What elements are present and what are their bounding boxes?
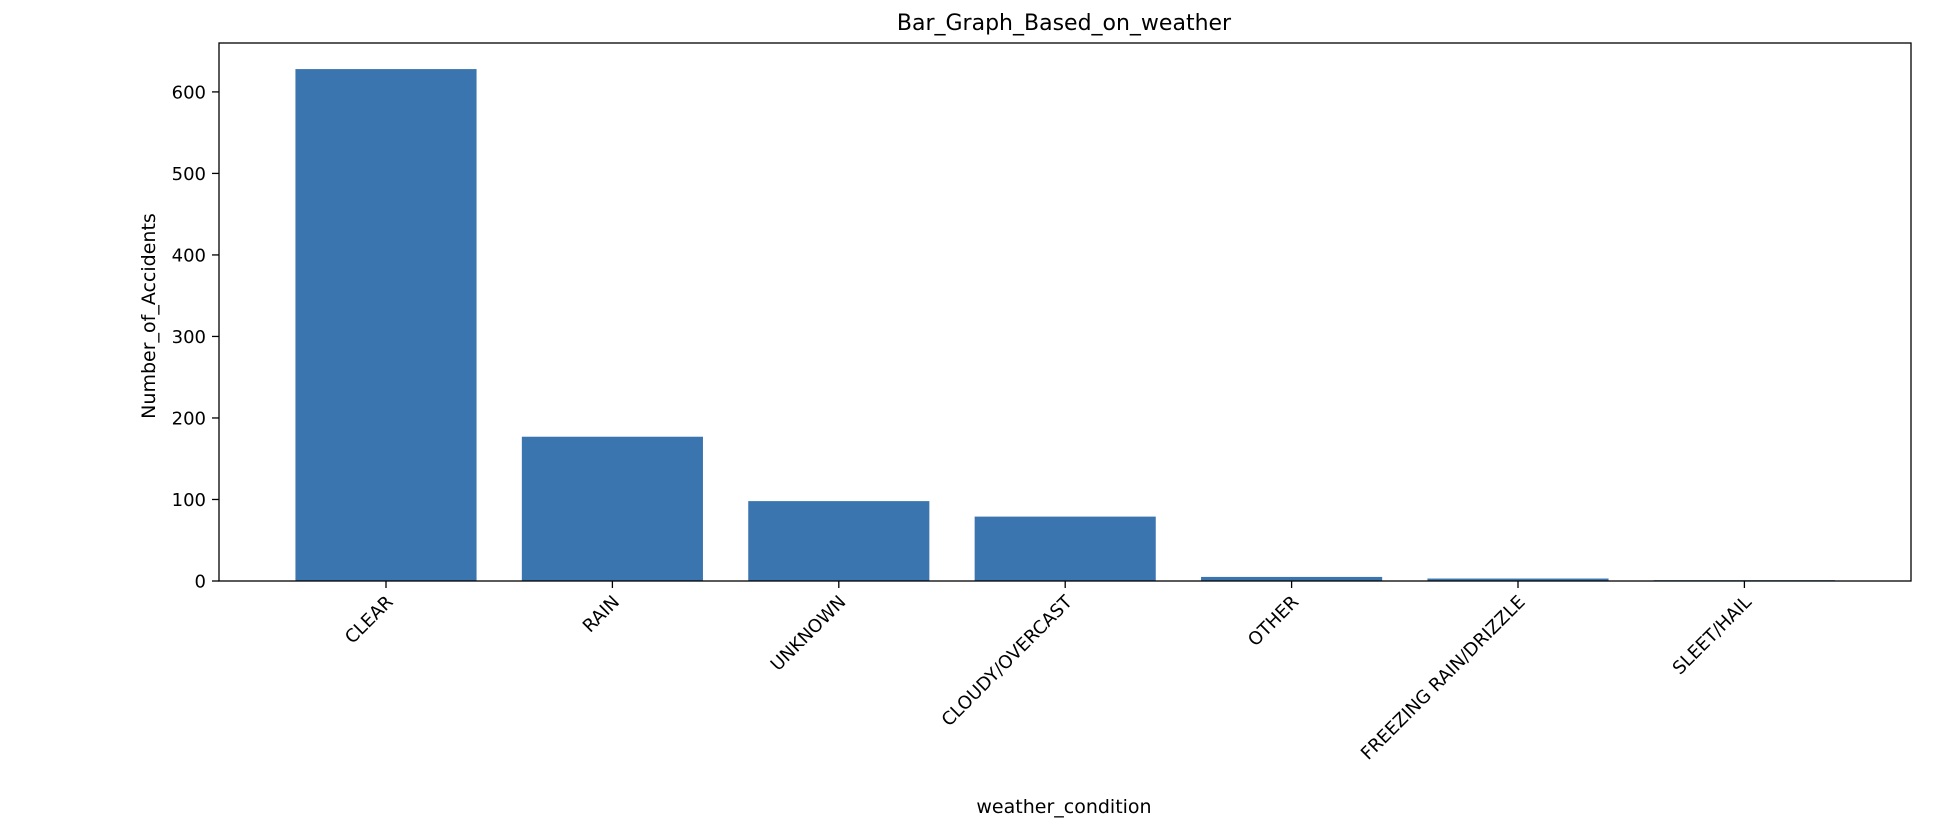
x-tick-label: UNKNOWN (767, 592, 851, 676)
bar-freezing-rain-drizzle (1427, 578, 1609, 581)
y-axis-label: Number_of_Accidents (138, 213, 160, 419)
y-tick-label: 500 (172, 164, 206, 185)
x-tick-label: RAIN (579, 592, 624, 637)
x-tick-label: FREEZING RAIN/DRIZZLE (1357, 592, 1530, 765)
bar-cloudy-overcast (974, 516, 1156, 581)
x-axis-label: weather_condition (976, 796, 1151, 818)
x-tick-label: CLEAR (341, 592, 397, 648)
bar-other (1201, 576, 1383, 581)
plot-area: 0 100 200 300 400 500 600 CLEAR RAIN UNKNOWN CLOUD… (172, 42, 1912, 765)
y-tick-label: 300 (172, 327, 206, 348)
y-tick-label: 400 (172, 245, 206, 266)
y-tick-label: 200 (172, 408, 206, 429)
chart-title: Bar_Graph_Based_on_weather (897, 11, 1232, 36)
bar-clear (295, 69, 477, 581)
x-tick-label: SLEET/HAIL (1669, 592, 1756, 679)
bar-unknown (748, 501, 930, 581)
y-tick-label: 100 (172, 490, 206, 511)
y-tick-label: 600 (172, 82, 206, 103)
x-tick-label: OTHER (1244, 592, 1303, 651)
x-tick-label: CLOUDY/OVERCAST (938, 591, 1078, 731)
y-tick-label: 0 (195, 572, 206, 593)
bar-rain (521, 436, 703, 581)
